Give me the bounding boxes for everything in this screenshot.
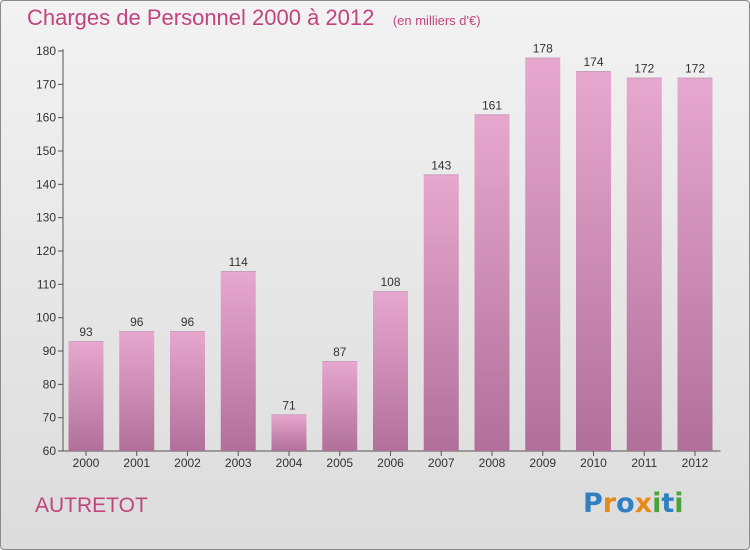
y-tick-label: 140 xyxy=(36,177,56,191)
data-label: 114 xyxy=(229,255,248,269)
logo-letter: r xyxy=(602,488,617,519)
title-row: Charges de Personnel 2000 à 2012 (en mil… xyxy=(27,5,481,31)
y-tick-label: 80 xyxy=(43,377,57,391)
data-label: 172 xyxy=(685,62,705,76)
y-tick-label: 120 xyxy=(36,244,56,258)
logo-letter: i xyxy=(674,488,684,519)
data-label: 87 xyxy=(333,345,347,359)
bar xyxy=(170,331,205,451)
x-tick-label: 2000 xyxy=(73,456,100,470)
data-label: 96 xyxy=(181,315,195,329)
bar xyxy=(220,271,256,451)
data-label: 161 xyxy=(482,98,502,112)
logo-letter: t xyxy=(661,488,675,519)
bar xyxy=(271,414,307,451)
y-tick-label: 130 xyxy=(36,211,56,225)
y-tick-label: 110 xyxy=(37,277,56,291)
chart-title: Charges de Personnel 2000 à 2012 xyxy=(27,5,375,30)
x-tick-label: 2007 xyxy=(428,456,455,470)
data-label: 108 xyxy=(380,275,400,289)
y-tick-label: 100 xyxy=(36,311,56,325)
x-tick-label: 2006 xyxy=(377,456,404,470)
logo-letter: P xyxy=(583,488,603,519)
data-label: 93 xyxy=(79,325,93,339)
y-tick-label: 70 xyxy=(43,411,57,425)
bar xyxy=(423,174,459,452)
x-tick-label: 2005 xyxy=(326,456,353,470)
data-label: 174 xyxy=(583,55,603,69)
commune-name: AUTRETOT xyxy=(35,494,148,517)
y-tick-label: 150 xyxy=(36,144,56,158)
bar xyxy=(677,77,713,452)
x-tick-label: 2004 xyxy=(276,456,303,470)
bars: 93 96 96 114 71 87 108 143 161 178 174 172 172 xyxy=(68,42,713,452)
bar xyxy=(373,291,408,451)
y-tick-label: 180 xyxy=(36,44,56,58)
axes: 60 70 80 90 100 110 120 130 140 150 160 170 180 2000 2… xyxy=(36,44,721,470)
bar xyxy=(525,57,561,452)
proxiti-logo: Proxiti xyxy=(583,488,684,519)
chart-subtitle: (en milliers d'€) xyxy=(392,13,481,28)
bar xyxy=(626,77,662,452)
logo-letter: i xyxy=(652,488,662,519)
y-tick-label: 90 xyxy=(43,344,57,358)
x-tick-label: 2003 xyxy=(225,456,252,470)
data-label: 172 xyxy=(634,62,654,76)
logo-letter: o xyxy=(616,488,635,519)
logo-letter: x xyxy=(634,488,653,519)
x-tick-label: 2009 xyxy=(529,456,556,470)
data-label: 143 xyxy=(431,158,451,172)
x-tick-label: 2008 xyxy=(479,456,506,470)
data-label: 178 xyxy=(533,42,553,56)
y-tick-label: 170 xyxy=(36,77,56,91)
data-label: 96 xyxy=(130,315,144,329)
y-tick-label: 60 xyxy=(43,444,57,458)
x-tick-label: 2001 xyxy=(123,456,150,470)
x-tick-label: 2010 xyxy=(580,456,607,470)
bar xyxy=(68,341,104,451)
x-tick-label: 2002 xyxy=(174,456,201,470)
x-tick-label: 2012 xyxy=(682,456,709,470)
bar xyxy=(576,71,611,451)
bar xyxy=(322,361,358,451)
x-tick-label: 2011 xyxy=(631,456,657,470)
bar xyxy=(119,331,155,451)
data-label: 71 xyxy=(282,398,296,412)
bar xyxy=(474,114,510,451)
y-tick-label: 160 xyxy=(36,111,56,125)
